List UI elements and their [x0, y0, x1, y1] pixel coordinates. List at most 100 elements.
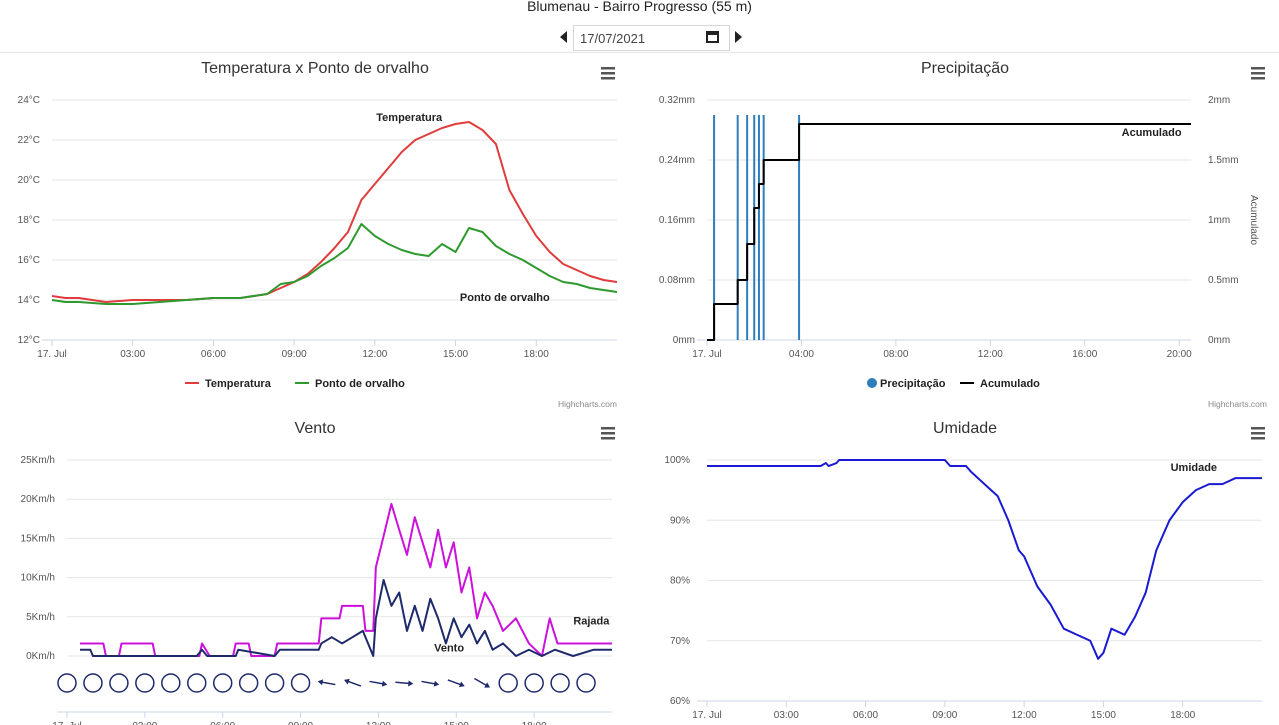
- y-tick-label: 24°C: [18, 95, 40, 106]
- series-label: Vento: [434, 642, 464, 654]
- precip-bar: [713, 115, 716, 340]
- precip-bar: [746, 115, 749, 340]
- y-tick-label: 18°C: [18, 215, 40, 226]
- y-tick-label: 22°C: [18, 135, 40, 146]
- x-tick-label: 03:00: [774, 710, 799, 721]
- y2-tick-label: 0mm: [1208, 335, 1230, 346]
- y-tick-label: 90%: [670, 515, 690, 526]
- menu-line: [1251, 67, 1265, 70]
- chart-title: Umidade: [933, 420, 997, 437]
- precip-bar: [762, 115, 765, 340]
- series-line-0: [79, 502, 612, 657]
- header-divider: [0, 52, 1279, 53]
- x-tick-label: 06:00: [201, 349, 226, 360]
- menu-line: [601, 67, 615, 70]
- y2-tick-label: 1.5mm: [1208, 155, 1239, 166]
- previous-day-icon[interactable]: [560, 31, 567, 43]
- y-tick-label: 14°C: [18, 295, 40, 306]
- y2-tick-label: 0.5mm: [1208, 275, 1239, 286]
- x-tick-label: 08:00: [883, 349, 908, 360]
- menu-line: [601, 427, 615, 430]
- arrow-head: [484, 682, 491, 688]
- next-day-icon[interactable]: [735, 31, 742, 43]
- y-tick-label: 12°C: [18, 335, 40, 346]
- x-tick-label: 18:00: [524, 349, 549, 360]
- menu-line: [601, 437, 615, 440]
- y-tick-label: 25Km/h: [21, 455, 55, 466]
- legend-marker[interactable]: [867, 378, 877, 388]
- menu-line: [1251, 432, 1265, 435]
- y-tick-label: 80%: [670, 576, 690, 587]
- menu-line: [1251, 72, 1265, 75]
- precip-bar: [757, 115, 760, 340]
- calm-marker: [135, 673, 155, 693]
- x-tick-label: 04:00: [789, 349, 814, 360]
- arrow-head: [344, 678, 350, 685]
- chart-menu-icon[interactable]: [601, 427, 615, 440]
- precip-bar: [798, 115, 801, 340]
- x-tick-label: 06:00: [853, 710, 878, 721]
- calm-marker: [576, 673, 596, 693]
- arrow-head: [317, 679, 324, 686]
- y-tick-label: 60%: [670, 696, 690, 707]
- series-line-0: [51, 121, 618, 303]
- chart-title: Precipitação: [921, 60, 1009, 77]
- y-tick-label: 0mm: [673, 335, 695, 346]
- series-label: Temperatura: [376, 112, 443, 124]
- x-tick-label: 09:00: [282, 349, 307, 360]
- precip-svg: Precipitação 0mm 0.08mm 0.16mm 0.24mm 0.32mm 0…: [659, 60, 1267, 409]
- y2-tick-label: 1mm: [1208, 215, 1230, 226]
- y-tick-label: 16°C: [18, 255, 40, 266]
- date-input[interactable]: [573, 25, 730, 51]
- wind-svg: Vento 0Km/h 5Km/h 10Km/h 15Km/h 20Km/h 25Km/h 1…: [21, 420, 615, 725]
- precipitation-chart: Precipitação 0mm 0.08mm 0.16mm 0.24mm 0.32mm 0…: [640, 55, 1279, 410]
- calm-marker: [550, 673, 570, 693]
- x-tick-label: 16:00: [1072, 349, 1097, 360]
- y-tick-label: 0.08mm: [659, 275, 695, 286]
- y-tick-label: 15Km/h: [21, 533, 55, 544]
- x-tick-label: 17. Jul: [37, 349, 66, 360]
- arrow-head: [459, 681, 465, 688]
- calm-marker: [187, 673, 207, 693]
- menu-line: [1251, 77, 1265, 80]
- legend-item: Ponto de orvalho: [315, 378, 405, 390]
- series-label: Ponto de orvalho: [460, 292, 550, 304]
- menu-line: [1251, 437, 1265, 440]
- x-tick-label: 12:00: [1012, 710, 1037, 721]
- precip-bar: [736, 115, 739, 340]
- hum-svg: Umidade 60% 70% 80% 90% 100% 17. Jul 03:00 06:00…: [664, 420, 1265, 721]
- series-label: Rajada: [573, 616, 610, 628]
- calm-marker: [161, 673, 181, 693]
- series-label: Acumulado: [1122, 127, 1182, 139]
- x-tick-label: 12:00: [362, 349, 387, 360]
- y-tick-label: 0.24mm: [659, 155, 695, 166]
- calm-marker: [264, 673, 285, 693]
- menu-line: [601, 77, 615, 80]
- wind-direction-arrow-icon: [317, 679, 336, 686]
- calm-marker: [498, 673, 518, 693]
- x-tick-label: 15:00: [444, 721, 469, 725]
- menu-line: [601, 72, 615, 75]
- calm-marker: [212, 673, 233, 693]
- series-line-1: [51, 223, 618, 305]
- chart-menu-icon[interactable]: [601, 67, 615, 80]
- arrow-head: [381, 680, 388, 687]
- chart-menu-icon[interactable]: [1251, 67, 1265, 80]
- arrow-head: [408, 680, 414, 687]
- calendar-icon[interactable]: [706, 31, 719, 43]
- legend-item: Temperatura: [205, 378, 272, 390]
- y-tick-label: 0.32mm: [659, 95, 695, 106]
- x-tick-label: 17. Jul: [52, 721, 81, 725]
- highcharts-credit: Highcharts.com: [558, 399, 617, 409]
- y-tick-label: 20°C: [18, 175, 40, 186]
- x-tick-label: 15:00: [1091, 710, 1116, 721]
- chart-title: Temperatura x Ponto de orvalho: [201, 60, 429, 77]
- y-tick-label: 20Km/h: [21, 494, 55, 505]
- menu-line: [1251, 427, 1265, 430]
- menu-line: [601, 432, 615, 435]
- wind-direction-arrow-icon: [447, 679, 465, 688]
- wind-direction-arrow-icon: [421, 680, 440, 687]
- x-tick-label: 18:00: [522, 721, 547, 725]
- wind-direction-arrow-icon: [395, 680, 414, 687]
- chart-menu-icon[interactable]: [1251, 427, 1265, 440]
